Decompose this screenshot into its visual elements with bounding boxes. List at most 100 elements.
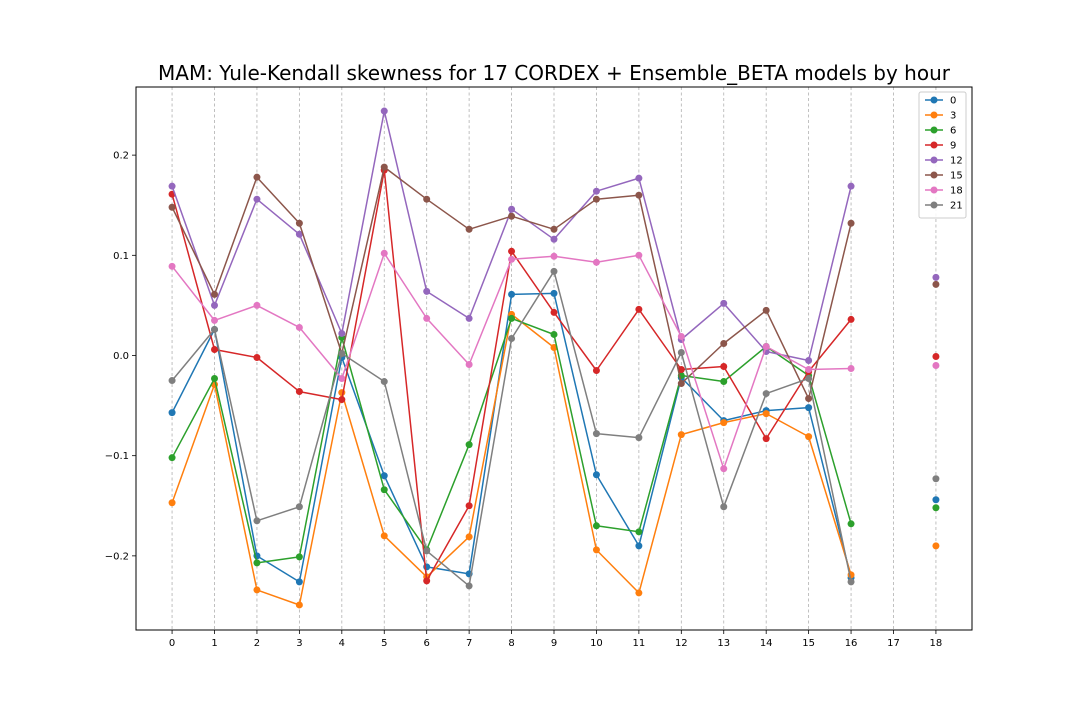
data-point-12 xyxy=(168,182,176,190)
legend-marker xyxy=(930,141,938,149)
data-point-21 xyxy=(295,503,303,511)
data-point-18 xyxy=(550,252,558,260)
data-point-18 xyxy=(932,362,940,370)
data-point-12 xyxy=(380,107,388,115)
data-point-6 xyxy=(295,553,303,561)
data-point-9 xyxy=(592,367,600,375)
data-point-3 xyxy=(720,419,728,427)
data-point-9 xyxy=(338,396,346,404)
data-point-18 xyxy=(847,365,855,373)
data-point-3 xyxy=(635,589,643,597)
legend-label: 9 xyxy=(950,141,956,152)
data-point-6 xyxy=(253,559,261,567)
series-3 xyxy=(168,310,940,609)
data-point-12 xyxy=(465,314,473,322)
data-point-12 xyxy=(635,174,643,182)
data-point-6 xyxy=(550,330,558,338)
data-point-6 xyxy=(380,486,388,494)
legend-label: 15 xyxy=(950,171,963,182)
legend-item-3: 3 xyxy=(925,111,956,122)
data-point-12 xyxy=(550,235,558,243)
data-point-3 xyxy=(253,586,261,594)
data-point-12 xyxy=(211,301,219,309)
data-point-9 xyxy=(465,502,473,510)
legend-label: 18 xyxy=(950,186,963,197)
data-point-15 xyxy=(211,290,219,298)
y-tick-label: 0.1 xyxy=(113,251,129,262)
data-point-21 xyxy=(550,267,558,275)
data-point-3 xyxy=(295,601,303,609)
series-layer xyxy=(168,107,940,609)
data-point-6 xyxy=(932,504,940,512)
data-point-18 xyxy=(168,262,176,270)
x-tick-label: 9 xyxy=(551,638,557,649)
series-12 xyxy=(168,107,940,365)
x-tick-label: 6 xyxy=(424,638,430,649)
data-point-21 xyxy=(762,390,770,398)
series-21 xyxy=(168,267,940,590)
legend-label: 0 xyxy=(950,96,956,107)
data-point-15 xyxy=(253,173,261,181)
data-point-3 xyxy=(465,533,473,541)
data-point-15 xyxy=(635,191,643,199)
data-point-9 xyxy=(720,363,728,371)
legend-marker xyxy=(930,171,938,179)
data-point-3 xyxy=(677,431,685,439)
data-point-3 xyxy=(762,410,770,418)
data-point-9 xyxy=(295,388,303,396)
legend-marker xyxy=(930,126,938,134)
legend-item-21: 21 xyxy=(925,201,963,212)
data-point-12 xyxy=(423,287,431,295)
data-point-9 xyxy=(762,435,770,443)
data-point-6 xyxy=(635,528,643,536)
x-tick-label: 3 xyxy=(296,638,302,649)
series-15 xyxy=(168,163,940,403)
data-point-0 xyxy=(380,472,388,480)
data-point-6 xyxy=(592,522,600,530)
data-point-9 xyxy=(932,352,940,360)
data-point-21 xyxy=(635,434,643,442)
data-point-3 xyxy=(805,433,813,441)
data-point-3 xyxy=(592,546,600,554)
x-tick-label: 15 xyxy=(802,638,815,649)
x-tick-label: 18 xyxy=(930,638,943,649)
data-point-0 xyxy=(635,542,643,550)
data-point-6 xyxy=(720,378,728,386)
data-point-12 xyxy=(805,357,813,365)
data-point-12 xyxy=(253,195,261,203)
data-point-18 xyxy=(423,314,431,322)
legend-label: 3 xyxy=(950,111,956,122)
data-point-12 xyxy=(508,205,516,213)
legend-item-15: 15 xyxy=(925,171,963,182)
data-point-21 xyxy=(253,517,261,525)
data-point-18 xyxy=(295,323,303,331)
data-point-15 xyxy=(592,195,600,203)
data-point-9 xyxy=(847,315,855,323)
data-point-21 xyxy=(677,348,685,356)
data-point-15 xyxy=(423,195,431,203)
data-point-9 xyxy=(677,366,685,374)
x-tick-label: 17 xyxy=(887,638,900,649)
data-point-15 xyxy=(295,219,303,227)
x-tick-label: 4 xyxy=(339,638,345,649)
data-point-18 xyxy=(592,258,600,266)
legend-marker xyxy=(930,96,938,104)
legend-marker xyxy=(930,156,938,164)
series-9 xyxy=(168,166,940,585)
series-18 xyxy=(168,249,940,473)
data-point-18 xyxy=(380,249,388,257)
data-point-3 xyxy=(932,542,940,550)
legend-item-18: 18 xyxy=(925,186,963,197)
data-point-15 xyxy=(168,203,176,211)
legend-marker xyxy=(930,111,938,119)
data-point-0 xyxy=(805,404,813,412)
data-point-18 xyxy=(465,361,473,369)
data-point-21 xyxy=(592,430,600,438)
legend-label: 6 xyxy=(950,126,956,137)
y-tick-label: −0.2 xyxy=(105,551,129,562)
data-point-15 xyxy=(550,225,558,233)
data-point-21 xyxy=(168,377,176,385)
data-point-21 xyxy=(720,503,728,511)
data-point-6 xyxy=(508,314,516,322)
